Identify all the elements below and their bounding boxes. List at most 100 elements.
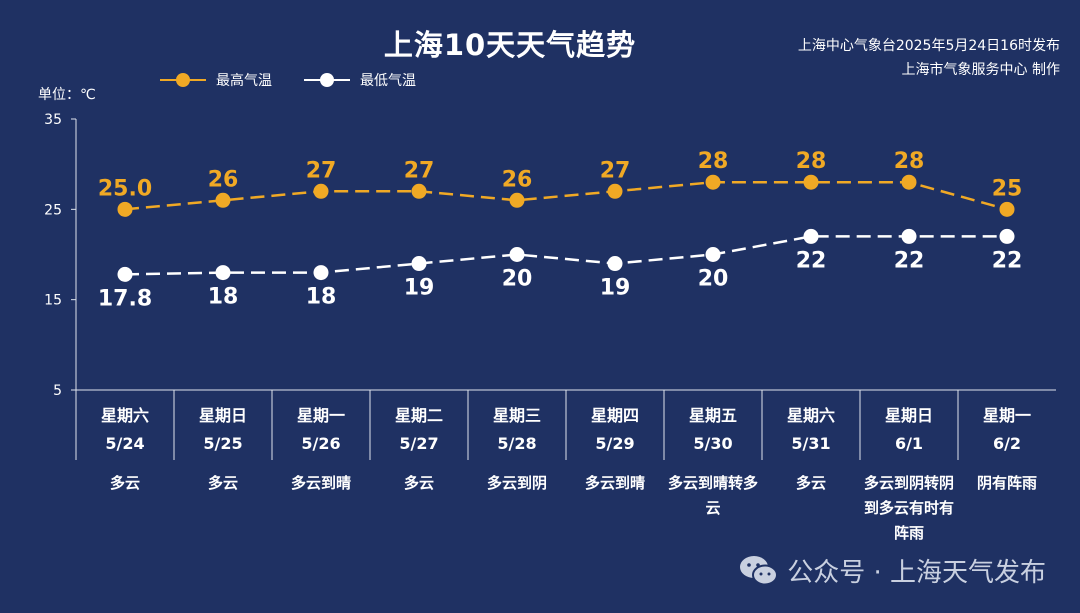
y-tick-label: 35 <box>44 112 62 128</box>
data-label-low: 17.8 <box>98 286 152 311</box>
watermark-text: 公众号 · 上海天气发布 <box>787 558 1046 588</box>
data-point-high <box>607 183 623 199</box>
source-line-2: 上海市气象服务中心 制作 <box>901 62 1060 78</box>
day-date: 5/25 <box>203 434 243 453</box>
day-date: 5/30 <box>693 434 733 453</box>
day-weekday: 星期日 <box>884 406 933 425</box>
day-weather: 多云到晴转多云 <box>668 474 759 517</box>
data-label-high: 28 <box>698 149 729 174</box>
legend-label-high: 最高气温 <box>216 73 272 89</box>
data-label-high: 28 <box>796 149 827 174</box>
y-axis-unit: 单位：℃ <box>38 87 96 103</box>
day-column: 星期三 5/28 多云到阴 <box>468 392 566 496</box>
source-line-1: 上海中心气象台2025年5月24日16时发布 <box>797 38 1060 54</box>
data-point-low <box>215 265 231 281</box>
data-point-low <box>607 256 623 272</box>
series-line-high <box>124 180 1008 211</box>
day-weekday: 星期二 <box>394 406 443 425</box>
day-column: 星期日 6/1 多云到阴转阴到多云有时有阵雨 <box>860 392 958 546</box>
data-point-low <box>313 265 329 281</box>
day-date: 6/1 <box>894 434 924 453</box>
day-date: 5/29 <box>595 434 635 453</box>
day-weather: 多云 <box>207 474 238 492</box>
wechat-icon <box>740 555 779 585</box>
data-point-low <box>509 247 525 262</box>
data-label-low: 18 <box>208 285 239 310</box>
data-label-high: 27 <box>600 158 631 183</box>
data-label-low: 18 <box>306 285 337 310</box>
watermark: 公众号 · 上海天气发布 <box>739 552 1046 589</box>
data-label-low: 22 <box>796 248 827 273</box>
day-weekday: 星期四 <box>590 406 639 425</box>
day-column: 星期一 6/2 阴有阵雨 <box>958 392 1056 496</box>
data-label-high: 26 <box>208 167 239 192</box>
data-point-high <box>117 201 133 217</box>
day-column: 星期四 5/29 多云到晴 <box>566 392 664 496</box>
chart-title: 上海10天天气趋势 <box>383 28 637 62</box>
day-weather: 多云到阴 <box>486 474 547 492</box>
data-point-low <box>901 228 917 244</box>
y-tick-label: 5 <box>53 383 62 399</box>
data-label-low: 19 <box>600 276 631 301</box>
y-tick-label: 25 <box>44 202 62 218</box>
legend-mark-high <box>160 73 206 87</box>
day-date: 5/27 <box>399 434 439 453</box>
data-label-low: 22 <box>894 248 925 273</box>
day-weather: 多云到阴转阴到多云有时有阵雨 <box>864 474 955 542</box>
day-column: 星期五 5/30 多云到晴转多云 <box>664 392 762 521</box>
day-date: 5/24 <box>105 434 145 453</box>
data-point-high <box>705 174 721 190</box>
data-label-low: 22 <box>992 248 1023 273</box>
day-weekday: 星期一 <box>982 406 1031 425</box>
data-point-high <box>509 192 525 208</box>
day-weather: 多云到晴 <box>584 474 645 492</box>
day-date: 5/31 <box>791 434 831 453</box>
day-column: 星期一 5/26 多云到晴 <box>272 392 370 496</box>
day-date: 5/26 <box>301 434 341 453</box>
data-label-high: 28 <box>894 149 925 174</box>
day-weather: 阴有阵雨 <box>976 474 1037 492</box>
series-line-low <box>124 235 1007 276</box>
data-label-low: 20 <box>502 267 533 292</box>
data-point-low <box>999 228 1015 244</box>
legend: 最高气温 最低气温 <box>160 70 416 90</box>
legend-label-low: 最低气温 <box>360 73 416 89</box>
day-weekday: 星期一 <box>296 406 345 425</box>
legend-mark-low <box>304 73 350 87</box>
y-tick-label: 15 <box>44 293 62 309</box>
data-point-low <box>705 247 721 262</box>
day-weather: 多云 <box>403 474 434 492</box>
legend-item-low: 最低气温 <box>304 70 416 90</box>
day-weather: 多云到晴 <box>290 474 351 492</box>
data-label-low: 20 <box>698 267 729 292</box>
day-weekday: 星期三 <box>492 406 541 425</box>
day-weather: 多云 <box>795 474 826 492</box>
data-label-high: 25.0 <box>98 176 152 201</box>
day-weather: 多云 <box>109 474 140 492</box>
day-weekday: 星期日 <box>198 406 247 425</box>
day-column: 星期六 5/31 多云 <box>762 392 860 496</box>
data-point-low <box>803 228 819 244</box>
data-point-low <box>117 266 133 282</box>
day-date: 6/2 <box>992 434 1022 453</box>
data-point-low <box>411 256 427 272</box>
data-point-high <box>411 183 427 199</box>
data-point-high <box>215 192 231 208</box>
data-point-high <box>313 183 329 199</box>
data-label-high: 26 <box>502 167 533 192</box>
data-label-high: 27 <box>404 158 435 183</box>
data-label-high: 27 <box>306 158 337 183</box>
day-weekday: 星期五 <box>688 406 737 425</box>
data-label-low: 19 <box>404 276 435 301</box>
day-weekday: 星期六 <box>786 406 835 425</box>
data-point-high <box>999 201 1015 217</box>
source-info: 上海中心气象台2025年5月24日16时发布 上海市气象服务中心 制作 <box>798 34 1060 82</box>
data-label-high: 25 <box>992 176 1023 201</box>
day-column: 星期二 5/27 多云 <box>370 392 468 496</box>
legend-item-high: 最高气温 <box>160 70 272 90</box>
data-point-high <box>901 174 917 190</box>
day-date: 5/28 <box>497 434 537 453</box>
data-point-high <box>803 174 819 190</box>
day-weekday: 星期六 <box>100 406 149 425</box>
